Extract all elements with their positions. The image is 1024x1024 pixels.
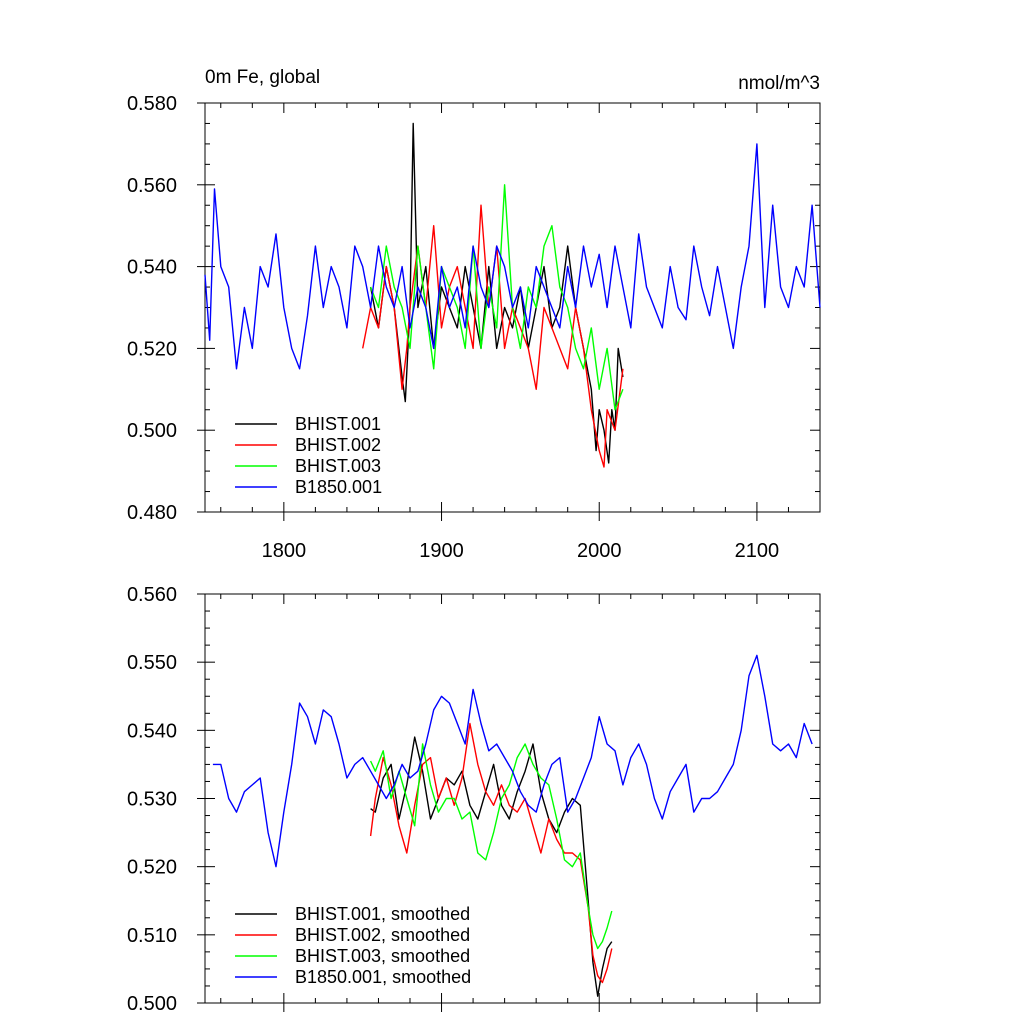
legend-label: B1850.001, smoothed: [295, 967, 471, 987]
y-tick-label: 0.530: [127, 789, 177, 811]
units-label: nmol/m^3: [738, 73, 820, 94]
series-line-bhist-001: [369, 122, 624, 464]
x-tick-label: 2000: [577, 540, 622, 562]
y-tick-label: 0.500: [127, 993, 177, 1015]
y-tick-label: 0.580: [127, 93, 177, 115]
legend-label: BHIST.002: [295, 435, 381, 455]
y-tick-label: 0.520: [127, 857, 177, 879]
series-line-bhist-003-smoothed: [369, 743, 613, 950]
series-line-bhist-001-smoothed: [370, 736, 613, 997]
legend-label: BHIST.001: [295, 414, 381, 434]
y-tick-label: 0.540: [127, 257, 177, 279]
chart-title: 0m Fe, global: [205, 67, 320, 88]
x-tick-label: 1800: [262, 540, 307, 562]
series-line-b1850-001-smoothed: [212, 654, 813, 868]
y-tick-label: 0.510: [127, 925, 177, 947]
series-line-bhist-002: [362, 204, 624, 468]
y-tick-label: 0.500: [127, 420, 177, 442]
legend-label: B1850.001: [295, 477, 382, 497]
y-tick-label: 0.560: [127, 584, 177, 606]
y-tick-label: 0.540: [127, 720, 177, 742]
y-tick-label: 0.550: [127, 652, 177, 674]
x-tick-label: 2100: [735, 540, 780, 562]
series-line-b1850-001: [204, 143, 821, 370]
legend-label: BHIST.001, smoothed: [295, 904, 470, 924]
panel-bottom: 0.500 0.510 0.520 0.530 0.540 0.550 0.560 BHIST…: [127, 584, 821, 1015]
legend-label: BHIST.003, smoothed: [295, 946, 470, 966]
y-tick-label: 0.560: [127, 175, 177, 197]
panel-top: 0m Fe, global nmol/m^3 0.480 0.500 0.520 0.54…: [127, 67, 821, 562]
y-tick-label: 0.480: [127, 502, 177, 524]
x-tick-label: 1900: [419, 540, 464, 562]
legend-label: BHIST.002, smoothed: [295, 925, 470, 945]
y-tick-label: 0.520: [127, 338, 177, 360]
legend-label: BHIST.003: [295, 456, 381, 476]
series-line-bhist-003: [369, 184, 624, 411]
